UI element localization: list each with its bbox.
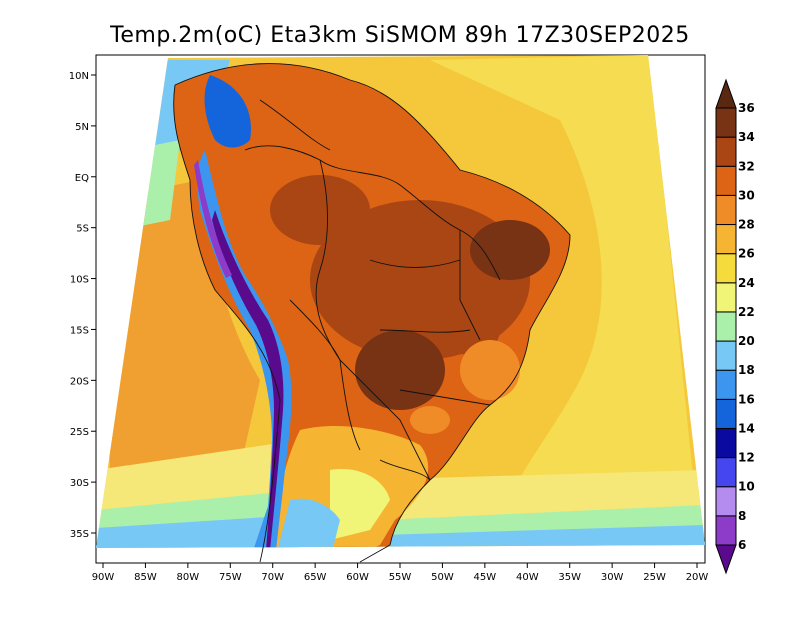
colorbar-box (715, 486, 737, 517)
x-tick-label: 90W (92, 572, 115, 583)
hot-zone-pantanal (355, 330, 445, 410)
border-argentina (339, 359, 361, 451)
x-tick-label: 65W (304, 572, 327, 583)
minas-cooler (460, 340, 520, 400)
colorbar-box (715, 165, 737, 196)
border-states-south (399, 389, 491, 406)
colorbar-box (715, 282, 737, 313)
colorbar-box (715, 369, 737, 400)
colorbar-top-arrow (715, 78, 737, 109)
colombia-andes (204, 75, 251, 148)
hot-zone-amazon (270, 175, 370, 245)
x-tick-label: 55W (389, 572, 412, 583)
atlantic-yellow-zone (430, 55, 700, 548)
south-lightblue-band (96, 515, 705, 548)
map-title: Temp.2m(oC) Eta3km SiSMOM 89h 17Z30SEP20… (109, 23, 690, 48)
x-tick-label: 30W (601, 572, 624, 583)
andes-cold-core (212, 210, 284, 548)
uruguay-yellow (330, 469, 390, 540)
colorbar-label: 34 (738, 130, 755, 144)
border-states-east (459, 230, 481, 341)
x-tick-label: 40W (516, 572, 539, 583)
border-bolivia-paraguay (339, 359, 431, 481)
y-tick-label: 5S (76, 224, 89, 235)
colorbar-box (715, 107, 737, 138)
colorbar-label: 26 (738, 247, 755, 261)
y-tick-label: 10S (70, 275, 89, 286)
colorbar-box (715, 515, 737, 546)
border-states-mid (379, 329, 471, 333)
colorbar-label: 18 (738, 363, 755, 377)
colorbar-label: 16 (738, 392, 755, 406)
y-tick-label: EQ (75, 173, 89, 184)
atlantic-coastline (174, 63, 571, 563)
colorbar-label: 24 (738, 276, 755, 290)
border-uruguay (379, 459, 431, 481)
x-tick-label: 70W (261, 572, 284, 583)
colorbar-bottom-arrow (715, 544, 737, 575)
colorbar-label: 22 (738, 305, 755, 319)
colorbar-label: 20 (738, 334, 755, 348)
border-peru-brazil (315, 159, 341, 361)
border-venezuela (259, 99, 331, 151)
andes-north-cold (194, 160, 232, 278)
x-tick-label: 50W (431, 572, 454, 583)
x-axis: 90W 85W 80W 75W 70W 65W 60W 55W 50W 45W 40W 35W 30W 2… (92, 563, 709, 583)
x-tick-label: 25W (643, 572, 666, 583)
y-tick-label: 15S (70, 325, 89, 336)
colorbar: 6 8 10 12 14 16 18 20 22 24 26 28 30 32 34 36 (715, 78, 755, 575)
pacific-orange-zone (100, 180, 260, 470)
colorbar-box (715, 311, 737, 342)
x-tick-label: 85W (134, 572, 157, 583)
colorbar-label: 28 (738, 218, 755, 232)
x-tick-label: 80W (177, 572, 200, 583)
colorbar-box (715, 253, 737, 284)
colorbar-label: 10 (738, 480, 755, 494)
x-tick-label: 35W (558, 572, 581, 583)
colorbar-label: 32 (738, 159, 755, 173)
colorbar-label: 12 (738, 451, 755, 465)
colorbar-label: 6 (738, 538, 746, 552)
temperature-field (96, 55, 705, 548)
pacific-coastline (173, 84, 281, 563)
x-tick-label: 60W (346, 572, 369, 583)
colorbar-label: 8 (738, 509, 746, 523)
colorbar-label: 30 (738, 188, 755, 202)
parana-cooler (410, 406, 450, 434)
x-tick-label: 75W (219, 572, 242, 583)
colorbar-box (715, 224, 737, 255)
colorbar-box (715, 427, 737, 459)
y-axis: 10N 5N EQ 5S 10S 15S 20S 25S 30S 35S (69, 71, 96, 540)
colorbar-box (715, 194, 737, 226)
colorbar-box (715, 457, 737, 488)
border-states-central (369, 259, 461, 268)
y-tick-label: 20S (70, 376, 89, 387)
hot-zone-northeast (470, 220, 550, 280)
colorbar-label: 36 (738, 101, 755, 115)
colorbar-label: 14 (738, 421, 755, 435)
colorbar-box (715, 398, 737, 429)
y-tick-label: 5N (75, 122, 89, 133)
y-tick-label: 25S (70, 427, 89, 438)
y-tick-label: 30S (70, 478, 89, 489)
border-bolivia (289, 299, 341, 361)
x-tick-label: 20W (686, 572, 709, 583)
colorbar-box (715, 136, 737, 167)
x-tick-label: 45W (474, 572, 497, 583)
colorbar-box (715, 340, 737, 371)
country-borders (173, 63, 571, 563)
y-tick-label: 10N (69, 71, 89, 82)
southern-cool-patch (275, 498, 340, 548)
y-tick-label: 35S (70, 529, 89, 540)
